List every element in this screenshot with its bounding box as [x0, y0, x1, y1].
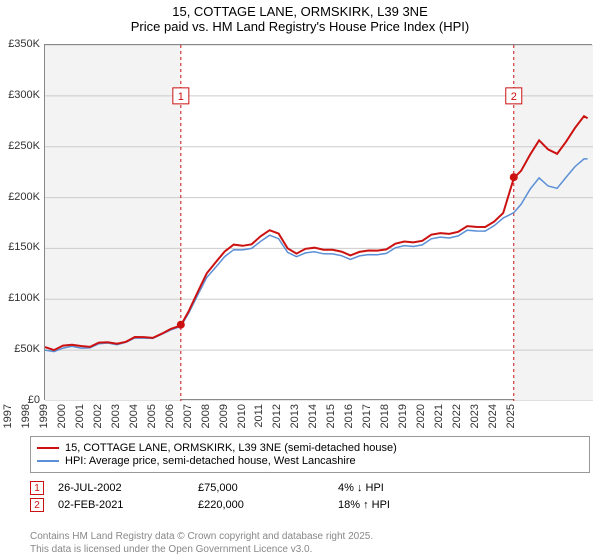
legend-swatch: [37, 460, 59, 462]
annotation-price: £220,000: [198, 499, 338, 511]
x-tick-label: 2025: [505, 404, 600, 428]
y-tick-label: £200K: [0, 191, 40, 203]
y-tick-label: £300K: [0, 89, 40, 101]
annotation-delta: 4% ↓ HPI: [338, 482, 384, 494]
legend: 15, COTTAGE LANE, ORMSKIRK, L39 3NE (sem…: [30, 436, 590, 473]
legend-item: 15, COTTAGE LANE, ORMSKIRK, L39 3NE (sem…: [37, 442, 583, 454]
chart-svg: 12: [45, 45, 593, 401]
y-tick-label: £350K: [0, 38, 40, 50]
legend-label: 15, COTTAGE LANE, ORMSKIRK, L39 3NE (sem…: [65, 442, 397, 454]
annotation-price: £75,000: [198, 482, 338, 494]
annotation-table: 1 26-JUL-2002 £75,000 4% ↓ HPI 2 02-FEB-…: [30, 478, 590, 515]
legend-label: HPI: Average price, semi-detached house,…: [65, 455, 356, 467]
legend-swatch: [37, 447, 59, 449]
footer-line2: This data is licensed under the Open Gov…: [30, 543, 373, 556]
legend-item: HPI: Average price, semi-detached house,…: [37, 455, 583, 467]
y-tick-label: £150K: [0, 241, 40, 253]
annotation-row: 1 26-JUL-2002 £75,000 4% ↓ HPI: [30, 481, 590, 495]
annotation-marker-icon: 2: [30, 498, 44, 512]
annotation-delta: 18% ↑ HPI: [338, 499, 390, 511]
chart-title-line2: Price paid vs. HM Land Registry's House …: [0, 19, 600, 38]
plot-area: 12: [44, 44, 592, 400]
svg-text:2: 2: [511, 91, 517, 103]
y-tick-label: £100K: [0, 292, 40, 304]
annotation-date: 26-JUL-2002: [58, 482, 198, 494]
y-tick-label: £50K: [0, 343, 40, 355]
chart-container: 15, COTTAGE LANE, ORMSKIRK, L39 3NE Pric…: [0, 0, 600, 560]
svg-text:1: 1: [178, 91, 184, 103]
annotation-row: 2 02-FEB-2021 £220,000 18% ↑ HPI: [30, 498, 590, 512]
chart-title-line1: 15, COTTAGE LANE, ORMSKIRK, L39 3NE: [0, 0, 600, 19]
footer-line1: Contains HM Land Registry data © Crown c…: [30, 530, 373, 543]
annotation-marker-icon: 1: [30, 481, 44, 495]
footer: Contains HM Land Registry data © Crown c…: [30, 530, 373, 556]
annotation-date: 02-FEB-2021: [58, 499, 198, 511]
y-tick-label: £250K: [0, 140, 40, 152]
